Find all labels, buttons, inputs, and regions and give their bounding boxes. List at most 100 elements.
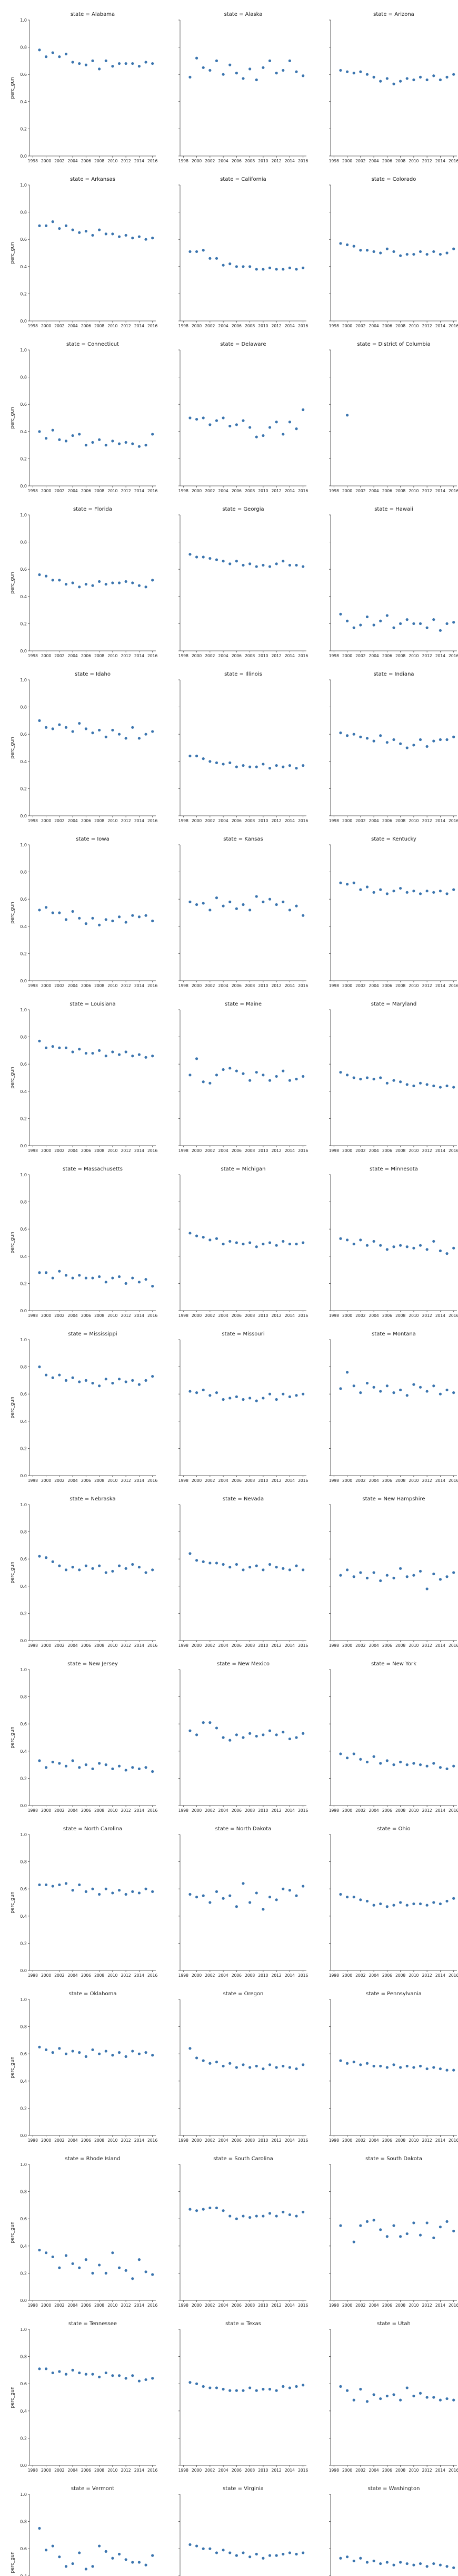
data-point	[144, 1888, 147, 1890]
data-point	[339, 69, 342, 72]
data-point	[118, 581, 121, 584]
facet-panel: state = Arkansas0.00.20.40.60.81.0perc_g…	[10, 177, 157, 328]
data-point	[373, 1904, 375, 1907]
data-point	[78, 586, 81, 588]
x-tick-label: 2014	[435, 818, 445, 823]
data-point	[373, 1240, 375, 1243]
data-point	[399, 1761, 402, 1763]
x-tick-label: 2008	[245, 2303, 255, 2308]
x-tick-label: 2004	[369, 983, 379, 988]
data-point	[85, 2055, 87, 2058]
x-tick-label: 2002	[205, 1148, 215, 1153]
x-tick-label: 2006	[232, 1643, 242, 1648]
facet-panel: state = Nebraska0.00.20.40.60.81.0perc_g…	[10, 1496, 157, 1648]
x-tick-label: 2008	[395, 818, 405, 823]
data-point	[248, 2386, 251, 2389]
panel-title: state = Colorado	[372, 177, 416, 182]
x-tick-label: 2012	[422, 1313, 432, 1318]
data-point	[419, 1570, 422, 1573]
data-point	[58, 1270, 61, 1273]
x-tick-label: 1998	[28, 2138, 38, 2143]
y-tick-label: 1.0	[20, 1173, 27, 1177]
data-point	[65, 1568, 67, 1571]
data-point	[195, 555, 198, 558]
data-point	[228, 2551, 231, 2554]
x-tick-label: 2008	[245, 1148, 255, 1153]
data-point	[452, 2069, 455, 2072]
data-point	[72, 1889, 74, 1891]
panel-title: state = South Dakota	[365, 2156, 422, 2162]
data-point	[105, 1888, 107, 1890]
data-point	[52, 579, 54, 581]
x-tick-label: 2012	[121, 2138, 131, 2143]
y-tick-label: 0.8	[20, 1530, 27, 1535]
data-point	[202, 1080, 205, 1083]
x-tick-label: 2000	[342, 324, 352, 328]
data-point	[445, 1575, 448, 1578]
y-tick-label: 0.0	[20, 154, 27, 159]
data-point	[91, 60, 94, 62]
data-point	[386, 614, 389, 617]
y-tick-label: 0.4	[20, 2574, 27, 2576]
x-tick-label: 2006	[81, 1148, 91, 1153]
data-point	[445, 1768, 448, 1770]
data-point	[195, 250, 198, 253]
data-point	[208, 1901, 211, 1904]
data-point	[151, 2273, 154, 2276]
data-point	[45, 1373, 47, 1376]
x-tick-label: 2004	[68, 818, 78, 823]
x-tick-label: 1998	[178, 2138, 188, 2143]
data-point	[45, 1884, 47, 1886]
x-tick-label: 1998	[329, 2303, 339, 2308]
data-point	[38, 719, 41, 722]
data-point	[426, 1587, 429, 1590]
data-point	[52, 2256, 54, 2258]
data-point	[255, 1071, 258, 1074]
y-tick-label: 1.0	[20, 183, 27, 188]
data-point	[91, 441, 94, 444]
data-point	[366, 1577, 369, 1579]
data-point	[248, 1397, 251, 1399]
data-point	[91, 2565, 94, 2568]
data-point	[359, 889, 362, 891]
data-point	[58, 911, 61, 914]
x-tick-label: 2006	[382, 159, 392, 163]
x-tick-label: 2002	[205, 489, 215, 493]
data-point	[65, 726, 67, 729]
data-point	[45, 2549, 47, 2551]
x-tick-label: 2016	[147, 324, 157, 328]
data-point	[242, 265, 244, 268]
data-point	[228, 2214, 231, 2217]
data-point	[268, 898, 271, 901]
data-point	[346, 734, 349, 737]
data-point	[366, 1761, 369, 1763]
x-tick-label: 2010	[409, 1313, 419, 1318]
x-tick-label: 2006	[382, 1808, 392, 1813]
data-point	[346, 1568, 349, 1571]
x-tick-label: 2002	[54, 1973, 64, 1978]
data-point	[195, 1733, 198, 1736]
data-point	[392, 1391, 395, 1394]
x-tick-label: 2016	[298, 1973, 308, 1978]
x-tick-label: 2008	[94, 1808, 104, 1813]
y-tick-label: 0.4	[20, 2079, 27, 2084]
data-point	[282, 1070, 284, 1072]
data-point	[222, 1243, 225, 1245]
y-tick-label: 0.2	[20, 1776, 27, 1781]
data-point	[432, 1573, 435, 1575]
x-tick-label: 2000	[41, 489, 51, 493]
x-tick-label: 1998	[178, 653, 188, 658]
data-point	[242, 77, 244, 80]
x-tick-label: 2004	[369, 1313, 379, 1318]
x-tick-label: 2006	[81, 1808, 91, 1813]
data-point	[235, 1563, 238, 1566]
x-tick-label: 2000	[342, 159, 352, 163]
x-tick-label: 2002	[205, 1973, 215, 1978]
data-point	[131, 1276, 134, 1279]
x-tick-label: 2008	[395, 2468, 405, 2473]
data-point	[144, 586, 147, 588]
data-point	[302, 1241, 304, 1244]
data-point	[406, 891, 409, 894]
data-point	[58, 227, 61, 230]
